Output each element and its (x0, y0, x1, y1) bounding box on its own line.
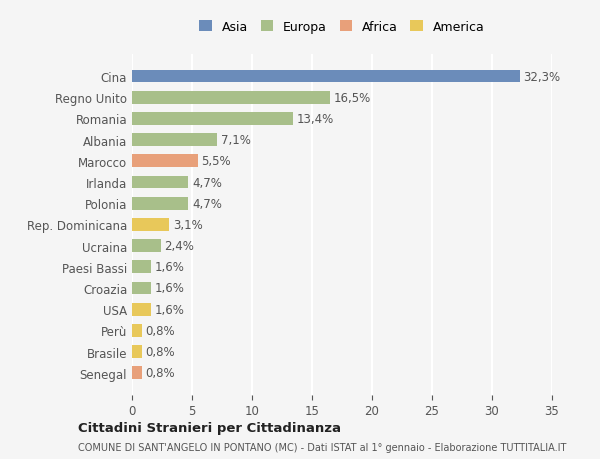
Text: 7,1%: 7,1% (221, 134, 251, 147)
Bar (132, 261, 151, 274)
Bar (132, 92, 330, 104)
Text: 0,8%: 0,8% (145, 345, 175, 358)
Bar (132, 176, 188, 189)
Bar (132, 240, 161, 252)
Text: 13,4%: 13,4% (296, 112, 334, 126)
Bar (132, 134, 217, 147)
Text: 0,8%: 0,8% (145, 324, 175, 337)
Text: Cittadini Stranieri per Cittadinanza: Cittadini Stranieri per Cittadinanza (78, 421, 341, 435)
Bar (132, 367, 142, 379)
Bar (132, 218, 169, 231)
Text: 3,1%: 3,1% (173, 218, 203, 231)
Text: COMUNE DI SANT'ANGELO IN PONTANO (MC) - Dati ISTAT al 1° gennaio - Elaborazione : COMUNE DI SANT'ANGELO IN PONTANO (MC) - … (78, 442, 566, 452)
Text: 32,3%: 32,3% (523, 70, 560, 84)
Bar (132, 71, 520, 83)
Bar (132, 155, 198, 168)
Text: 1,6%: 1,6% (155, 261, 185, 274)
Text: 1,6%: 1,6% (155, 303, 185, 316)
Bar (132, 113, 293, 125)
Text: 4,7%: 4,7% (192, 176, 222, 189)
Legend: Asia, Europa, Africa, America: Asia, Europa, Africa, America (196, 17, 488, 38)
Text: 2,4%: 2,4% (164, 240, 194, 252)
Bar (132, 303, 151, 316)
Bar (132, 346, 142, 358)
Bar (132, 282, 151, 295)
Text: 4,7%: 4,7% (192, 197, 222, 210)
Bar (132, 197, 188, 210)
Text: 0,8%: 0,8% (145, 366, 175, 380)
Text: 1,6%: 1,6% (155, 282, 185, 295)
Bar (132, 325, 142, 337)
Text: 16,5%: 16,5% (334, 91, 371, 105)
Text: 5,5%: 5,5% (202, 155, 231, 168)
